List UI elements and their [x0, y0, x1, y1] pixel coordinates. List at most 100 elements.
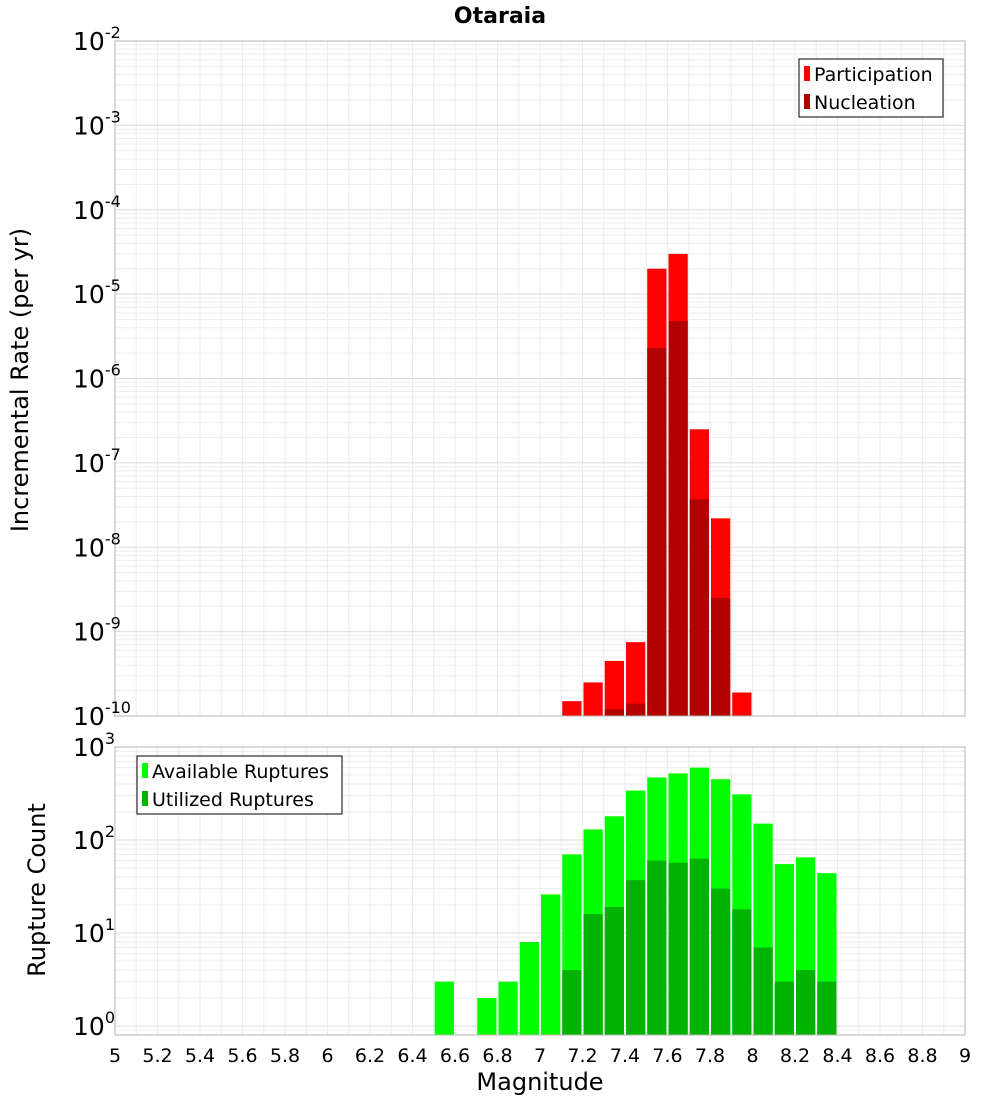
- top-y-tick-exponent: -10: [105, 698, 131, 717]
- bottom-bar-available-ruptures: [434, 981, 454, 1035]
- bottom-bar-utilized-ruptures: [732, 909, 752, 1035]
- top-y-tick-label: 10-2: [73, 23, 121, 56]
- top-y-axis-label: Incremental Rate (per yr): [6, 228, 34, 532]
- top-legend-swatch: [804, 94, 810, 109]
- bottom-x-tick-label: 8.8: [907, 1045, 937, 1067]
- top-y-tick-base: 10: [73, 618, 105, 647]
- top-bar-nucleation: [689, 499, 709, 716]
- top-y-tick-base: 10: [73, 111, 105, 140]
- bottom-x-tick-label: 5: [109, 1045, 121, 1067]
- top-y-tick-exponent: -3: [105, 107, 121, 126]
- top-y-tick-label: 10-6: [73, 361, 121, 394]
- top-y-tick-label: 10-10: [73, 698, 131, 731]
- top-bar-nucleation: [626, 703, 646, 716]
- bottom-bar-utilized-ruptures: [753, 947, 773, 1035]
- bottom-bar-utilized-ruptures: [796, 969, 816, 1035]
- top-bar-nucleation: [604, 709, 624, 716]
- bottom-y-tick-label: 100: [73, 1008, 115, 1041]
- bottom-bar-utilized-ruptures: [774, 981, 794, 1035]
- bottom-x-tick-label: 8.2: [780, 1045, 810, 1067]
- bottom-bar-utilized-ruptures: [817, 981, 837, 1035]
- top-legend-label: Participation: [814, 64, 933, 86]
- bottom-bar-available-ruptures: [541, 894, 561, 1035]
- bottom-x-tick-label: 8.4: [822, 1045, 852, 1067]
- top-y-tick-base: 10: [73, 365, 105, 394]
- bottom-bar-utilized-ruptures: [562, 969, 582, 1035]
- top-bar-participation: [604, 660, 624, 716]
- top-y-tick-exponent: -8: [105, 529, 121, 548]
- bottom-x-tick-label: 6.8: [482, 1045, 512, 1067]
- top-y-tick-label: 10-4: [73, 192, 121, 225]
- bottom-x-tick-label: 6.6: [440, 1045, 470, 1067]
- bottom-y-tick-label: 101: [73, 915, 115, 948]
- bottom-x-tick-label: 6.4: [397, 1045, 427, 1067]
- bottom-y-tick-base: 10: [73, 733, 105, 762]
- top-y-tick-base: 10: [73, 449, 105, 478]
- bottom-y-tick-base: 10: [73, 1012, 105, 1041]
- bottom-y-axis-label: Rupture Count: [23, 803, 51, 977]
- top-y-tick-exponent: -6: [105, 361, 121, 380]
- bottom-legend-swatch: [142, 791, 148, 806]
- bottom-x-tick-label: 5.8: [270, 1045, 300, 1067]
- bottom-bar-utilized-ruptures: [711, 888, 731, 1035]
- bottom-bar-utilized-ruptures: [668, 862, 688, 1035]
- top-y-tick-label: 10-9: [73, 614, 121, 647]
- bottom-y-tick-exponent: 2: [105, 822, 115, 841]
- bottom-legend: [136, 755, 343, 815]
- bottom-y-tick-base: 10: [73, 919, 105, 948]
- bottom-bar-utilized-ruptures: [626, 880, 646, 1035]
- bottom-x-tick-label: 7: [534, 1045, 546, 1067]
- x-axis-label: Magnitude: [476, 1068, 603, 1096]
- bottom-x-tick-label: 7.4: [610, 1045, 640, 1067]
- top-y-tick-exponent: -4: [105, 192, 121, 211]
- bottom-plot-border: [114, 746, 966, 1036]
- bottom-x-tick-label: 8.6: [865, 1045, 895, 1067]
- top-y-tick-base: 10: [73, 27, 105, 56]
- bottom-y-tick-exponent: 0: [105, 1008, 115, 1027]
- bottom-legend-label: Utilized Ruptures: [152, 789, 314, 811]
- bottom-y-tick-base: 10: [73, 826, 105, 855]
- top-y-tick-label: 10-8: [73, 529, 121, 562]
- top-legend-swatch: [804, 66, 810, 81]
- top-y-tick-exponent: -9: [105, 614, 121, 633]
- top-bar-nucleation: [647, 347, 667, 716]
- bottom-y-tick-label: 103: [73, 729, 115, 762]
- top-legend: [798, 58, 944, 118]
- bottom-bar-available-ruptures: [477, 997, 497, 1035]
- top-y-tick-base: 10: [73, 280, 105, 309]
- top-y-tick-base: 10: [73, 196, 105, 225]
- bottom-x-tick-label: 7.6: [652, 1045, 682, 1067]
- top-legend-label: Nucleation: [814, 92, 916, 114]
- top-bar-participation: [626, 642, 646, 716]
- top-y-tick-exponent: -7: [105, 445, 121, 464]
- bottom-x-tick-label: 5.2: [142, 1045, 172, 1067]
- bottom-x-tick-label: 9: [959, 1045, 971, 1067]
- bottom-y-tick-exponent: 1: [105, 915, 115, 934]
- top-y-tick-base: 10: [73, 533, 105, 562]
- bottom-y-tick-exponent: 3: [105, 729, 115, 748]
- top-bar-participation: [562, 701, 582, 716]
- bottom-bar-available-ruptures: [498, 981, 518, 1035]
- top-plot-area: 10-210-310-410-510-610-710-810-910-10Par…: [73, 23, 966, 731]
- bottom-bar-available-ruptures: [519, 942, 539, 1035]
- top-y-tick-base: 10: [73, 702, 105, 731]
- top-y-tick-label: 10-3: [73, 107, 121, 140]
- top-y-tick-exponent: -5: [105, 276, 121, 295]
- bottom-x-tick-label: 6: [321, 1045, 333, 1067]
- bottom-legend-swatch: [142, 763, 148, 778]
- top-y-tick-exponent: -2: [105, 23, 121, 42]
- bottom-x-tick-label: 7.2: [567, 1045, 597, 1067]
- top-bar-participation: [732, 692, 752, 716]
- bottom-bar-utilized-ruptures: [647, 860, 667, 1035]
- bottom-bar-utilized-ruptures: [689, 858, 709, 1035]
- top-plot-border: [114, 40, 966, 717]
- bottom-bar-utilized-ruptures: [604, 907, 624, 1035]
- top-bar-nucleation: [711, 598, 731, 716]
- bottom-x-tick-label: 5.4: [185, 1045, 215, 1067]
- top-bar-participation: [583, 682, 603, 716]
- bottom-y-tick-label: 102: [73, 822, 115, 855]
- bottom-x-tick-label: 5.6: [227, 1045, 257, 1067]
